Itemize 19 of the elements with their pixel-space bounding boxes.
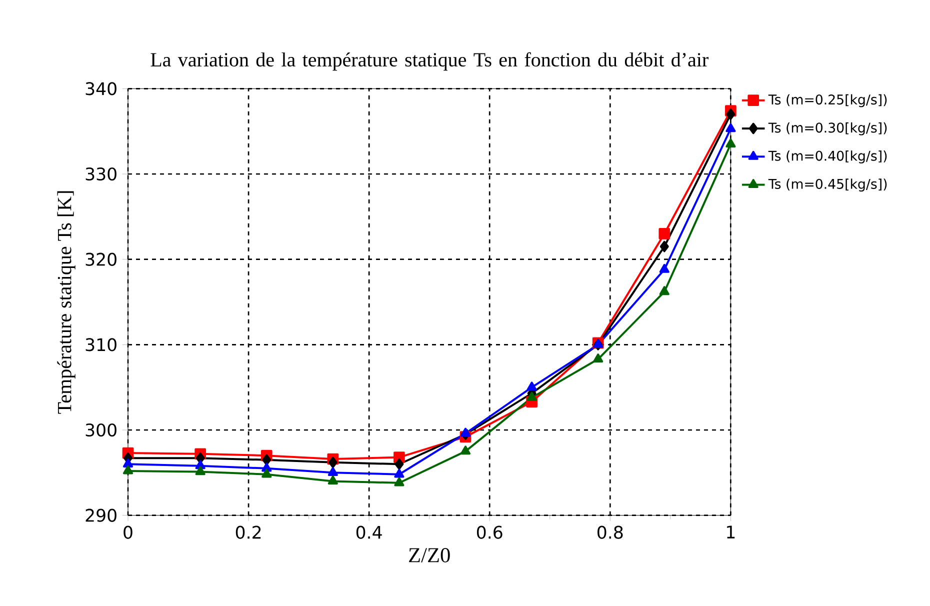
x-tick-label: 0.8 (598, 526, 623, 539)
x-tick-label: 0.6 (476, 526, 502, 539)
y-tick-label: 340 (86, 82, 116, 96)
legend-label: Ts (m=0.40[kg/s]) (768, 150, 887, 164)
legend-label: Ts (m=0.25[kg/s]) (768, 94, 887, 108)
x-tick-label: 0 (124, 526, 132, 539)
y-tick-label: 290 (86, 508, 116, 522)
chart-title: La variation de la température statique Ts en fonction du débit d’air (150, 52, 708, 71)
y-tick-label: 310 (86, 338, 116, 352)
x-tick-label: 0.2 (236, 526, 261, 539)
y-tick-label: 300 (86, 423, 116, 437)
y-tick-label: 330 (86, 167, 116, 181)
x-tick-label: 1 (727, 526, 735, 538)
legend-label: Ts (m=0.30[kg/s]) (768, 122, 887, 136)
x-tick-label: 0.4 (356, 526, 382, 539)
y-axis-title: Température statique Ts [K] (57, 191, 76, 414)
legend-label: Ts (m=0.45[kg/s]) (768, 178, 887, 192)
x-axis-title: Z/Z0 (409, 548, 450, 562)
y-tick-label: 320 (86, 252, 116, 266)
